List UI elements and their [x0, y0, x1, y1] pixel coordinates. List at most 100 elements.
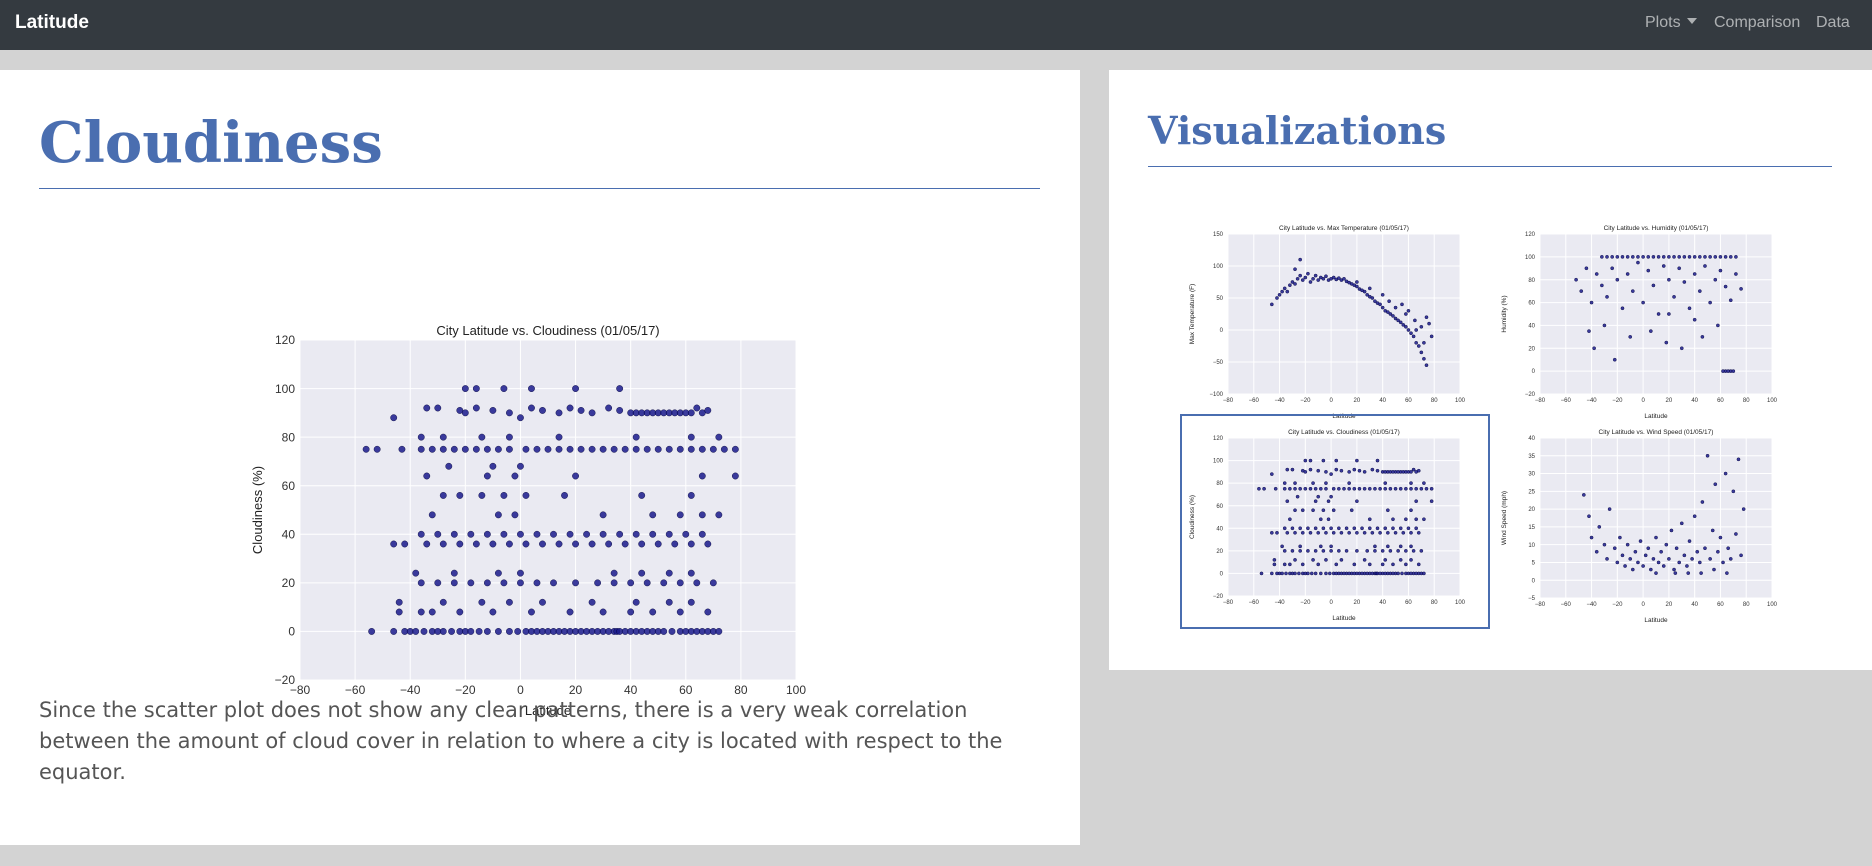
max-temperature-data-point [1303, 275, 1308, 280]
humidity-data-point [1728, 298, 1733, 303]
cloudiness-thumb-data-point [1297, 571, 1301, 576]
wind-speed-x-tick-label: 0 [1641, 602, 1645, 608]
wind-speed-data-point [1636, 560, 1640, 565]
cloudiness-thumb-data-point [1409, 544, 1413, 549]
cloudiness-data-point [478, 598, 486, 606]
cloudiness-x-tick-label: 20 [569, 683, 583, 697]
cloudiness-thumb-data-point [1355, 458, 1359, 463]
cloudiness-thumb-data-point [1409, 486, 1413, 491]
max-temperature-chart-svg: −80 −60 −40 −20 0 20 40 60 80 100 −100 −50 0 50 100 150… [1189, 225, 1466, 420]
cloudiness-thumb-data-point [1362, 558, 1367, 562]
max-temperature-data-point [1293, 282, 1297, 286]
cloudiness-data-point [456, 492, 464, 499]
cloudiness-thumb-data-point [1300, 508, 1305, 513]
cloudiness-data-point [475, 628, 483, 635]
cloudiness-data-point [649, 608, 657, 616]
cloudiness-thumb-data-point [1355, 549, 1359, 553]
cloudiness-data-point [439, 492, 447, 499]
cloudiness-x-tick-label: 40 [624, 683, 638, 697]
cloudiness-thumb-y-tick-label: 80 [1216, 481, 1223, 487]
wind-speed-data-point [1741, 507, 1746, 511]
cloudiness-data-point [566, 404, 574, 412]
cloudiness-thumb-data-point [1303, 458, 1308, 463]
cloudiness-thumb-data-point [1318, 571, 1323, 576]
cloudiness-thumb-data-point [1300, 562, 1305, 567]
cloudiness-data-point [514, 628, 522, 635]
thumbnail-max-temperature[interactable]: −80 −60 −40 −20 0 20 40 60 80 100 −100 −50 0 50 100 150… [1180, 210, 1490, 425]
cloudiness-data-point [395, 608, 403, 616]
wind-speed-data-point [1605, 557, 1609, 561]
thumbnail-humidity[interactable]: −80 −60 −40 −20 0 20 40 60 80 100 −20 0 20 40 60 80 100 1… [1492, 210, 1802, 425]
cloudiness-data-point [417, 608, 425, 616]
wind-speed-data-point [1682, 553, 1687, 558]
nav-data-link[interactable]: Data [1816, 14, 1850, 31]
cloudiness-data-point [539, 540, 546, 548]
max-temperature-data-point [1406, 328, 1411, 332]
cloudiness-thumb-data-point [1339, 558, 1344, 562]
cloudiness-plot-area [300, 340, 796, 680]
cloudiness-thumb-data-point [1257, 486, 1261, 491]
wind-speed-data-point [1736, 457, 1741, 462]
humidity-data-point [1739, 287, 1743, 291]
max-temperature-data-point [1422, 356, 1426, 361]
cloudiness-thumb-title: City Latitude vs. Cloudiness (01/05/17) [1288, 429, 1400, 436]
cloudiness-data-point [654, 445, 662, 453]
cloudiness-data-point [472, 445, 480, 453]
cloudiness-data-point [588, 598, 596, 606]
cloudiness-data-point [467, 530, 475, 538]
thumbnail-cloudiness[interactable]: −80 −60 −40 −20 0 20 40 60 80 100 −20 0 20 40 60 80 100 1… [1180, 414, 1490, 629]
cloudiness-thumb-x-tick-label: −20 [1300, 600, 1311, 606]
wind-speed-data-point [1726, 546, 1730, 551]
humidity-x-tick-label: 80 [1743, 398, 1750, 404]
cloudiness-data-point [668, 628, 676, 635]
cloudiness-thumb-data-point [1404, 517, 1408, 522]
page-title: Cloudiness [39, 110, 383, 176]
humidity-data-point [1677, 266, 1681, 271]
max-temperature-data-point [1331, 275, 1336, 280]
nav-comparison-link[interactable]: Comparison [1714, 14, 1801, 31]
cloudiness-thumb-data-point [1360, 526, 1364, 531]
cloudiness-thumb-data-point [1329, 472, 1333, 476]
humidity-data-point [1602, 323, 1607, 328]
cloudiness-thumb-data-point [1424, 486, 1429, 491]
cloudiness-thumb-data-point [1429, 486, 1434, 491]
max-temperature-data-point [1393, 305, 1398, 310]
wind-speed-x-tick-label: 80 [1743, 602, 1750, 608]
cloudiness-data-point [439, 540, 447, 548]
cloudiness-thumb-data-point [1326, 499, 1331, 503]
humidity-data-point [1679, 346, 1684, 351]
cloudiness-data-point [439, 598, 447, 606]
max-temperature-data-point [1427, 321, 1431, 326]
wind-speed-data-point [1703, 546, 1707, 551]
cloudiness-data-point [528, 385, 535, 392]
cloudiness-data-point [698, 511, 706, 519]
humidity-data-point [1625, 255, 1630, 259]
max-temperature-y-axis-label: Max Temperature (F) [1189, 284, 1196, 345]
humidity-y-tick-label: 80 [1528, 278, 1535, 284]
humidity-data-point [1574, 277, 1578, 282]
wind-speed-data-point [1699, 571, 1703, 575]
cloudiness-thumb-data-point [1365, 549, 1369, 553]
brand-link[interactable]: Latitude [15, 12, 89, 33]
humidity-data-point [1594, 272, 1599, 276]
max-temperature-data-point [1316, 278, 1321, 282]
cloudiness-data-point [417, 445, 425, 453]
humidity-data-point [1718, 255, 1723, 259]
cloudiness-x-tick-label: 0 [517, 683, 524, 697]
max-temperature-x-tick-label: 60 [1405, 398, 1412, 404]
cloudiness-thumb-plot-area [1228, 438, 1460, 596]
cloudiness-thumb-data-point [1396, 571, 1400, 576]
humidity-x-tick-label: −80 [1535, 398, 1546, 404]
thumbnail-wind-speed[interactable]: −80 −60 −40 −20 0 20 40 60 80 100 −5 0 5 10 15 20 25 30 35… [1492, 414, 1802, 629]
cloudiness-data-point [715, 511, 723, 519]
cloudiness-thumb-data-point [1352, 486, 1357, 491]
cloudiness-data-point [594, 579, 601, 587]
cloudiness-thumb-data-point [1270, 531, 1274, 535]
max-temperature-x-tick-label: 20 [1354, 398, 1361, 404]
wind-speed-data-point [1620, 553, 1625, 558]
cloudiness-data-point [450, 569, 458, 577]
nav-plots-dropdown[interactable]: Plots [1645, 14, 1697, 32]
cloudiness-data-point [489, 407, 497, 414]
cloudiness-x-tick-label: −40 [400, 683, 421, 697]
wind-speed-x-tick-label: 60 [1717, 602, 1724, 608]
